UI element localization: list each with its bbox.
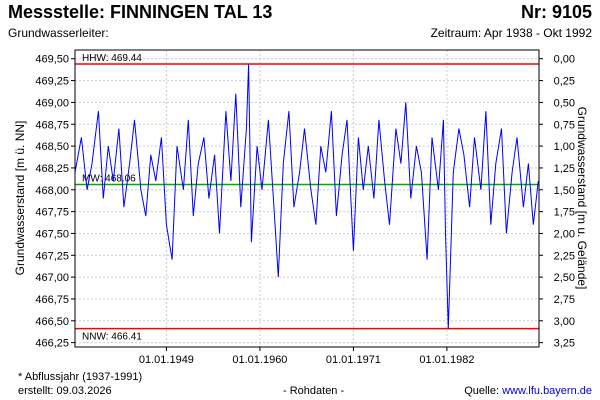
y-left-tick-label: 467,75: [35, 207, 69, 219]
created-date: erstellt: 09.03.2026: [18, 385, 112, 397]
ref-label-min: NNW: 466.41: [82, 332, 142, 343]
station-title: Messstelle: FINNINGEN TAL 13: [8, 2, 273, 22]
y-right-tick-label: 2,25: [554, 250, 575, 262]
y-axis-right-title: Grundwasserstand [m u. Gelände]: [575, 107, 589, 290]
y-right-tick-label: 0,25: [554, 76, 575, 88]
source-link[interactable]: www.lfu.bayern.de: [502, 385, 592, 397]
y-axis-left-title: Grundwasserstand [m ü. NN]: [13, 121, 27, 276]
y-right-tick-label: 0,75: [554, 119, 575, 131]
footnote: * Abflussjahr (1937-1991): [18, 371, 143, 383]
y-left-tick-label: 466,75: [35, 294, 69, 306]
series-line: [74, 63, 539, 329]
station-number: Nr: 9105: [520, 2, 592, 22]
y-axis-right: 0,00 0,25 0,50 0,75 1,00 1,25 1,50 1,75 2,00 2,25…: [539, 54, 575, 350]
ref-label-mean: MW: 468.06: [82, 174, 136, 185]
y-left-tick-label: 468,00: [35, 185, 69, 197]
y-right-tick-label: 1,75: [554, 207, 575, 219]
y-right-tick-label: 3,00: [554, 316, 575, 328]
y-left-tick-label: 469,00: [35, 97, 69, 109]
y-right-tick-label: 1,00: [554, 141, 575, 153]
y-right-tick-label: 1,25: [554, 163, 575, 175]
y-left-tick-label: 469,50: [35, 54, 69, 66]
x-axis: 01.01.1949 01.01.1960 01.01.1971 01.01.1982: [139, 347, 474, 366]
y-left-tick-label: 467,25: [35, 250, 69, 262]
y-left-tick-label: 468,50: [35, 141, 69, 153]
y-right-tick-label: 0,00: [554, 54, 575, 66]
y-right-tick-label: 1,50: [554, 185, 575, 197]
source-label: Quelle: www.lfu.bayern.de: [464, 385, 592, 397]
y-axis-left: 466,25 466,50 466,75 467,00 467,25 467,50 467,…: [35, 54, 75, 350]
y-left-tick-label: 468,25: [35, 163, 69, 175]
x-tick-label: 01.01.1949: [139, 354, 194, 366]
data-mode-label: - Rohdaten -: [283, 385, 345, 397]
y-left-tick-label: 469,25: [35, 76, 69, 88]
grid: [75, 50, 539, 347]
source-prefix: Quelle:: [464, 385, 503, 397]
aquifer-label: Grundwasserleiter:: [8, 26, 109, 40]
y-right-tick-label: 2,75: [554, 294, 575, 306]
plot-frame: [74, 49, 540, 348]
y-right-tick-label: 2,00: [554, 228, 575, 240]
y-right-tick-label: 3,25: [554, 338, 575, 350]
reference-lines: HHW: 469.44 MW: 468.06 NNW: 466.41: [75, 53, 539, 343]
period-label: Zeitraum: Apr 1938 - Okt 1992: [430, 26, 592, 40]
y-left-tick-label: 466,50: [35, 316, 69, 328]
y-right-tick-label: 2,50: [554, 272, 575, 284]
y-left-tick-label: 467,00: [35, 272, 69, 284]
y-left-tick-label: 468,75: [35, 119, 69, 131]
x-tick-label: 01.01.1960: [232, 354, 287, 366]
x-tick-label: 01.01.1982: [419, 354, 474, 366]
y-left-tick-label: 467,50: [35, 228, 69, 240]
y-left-tick-label: 466,25: [35, 338, 69, 350]
x-tick-label: 01.01.1971: [326, 354, 381, 366]
ref-label-max: HHW: 469.44: [82, 53, 142, 64]
y-right-tick-label: 0,50: [554, 97, 575, 109]
